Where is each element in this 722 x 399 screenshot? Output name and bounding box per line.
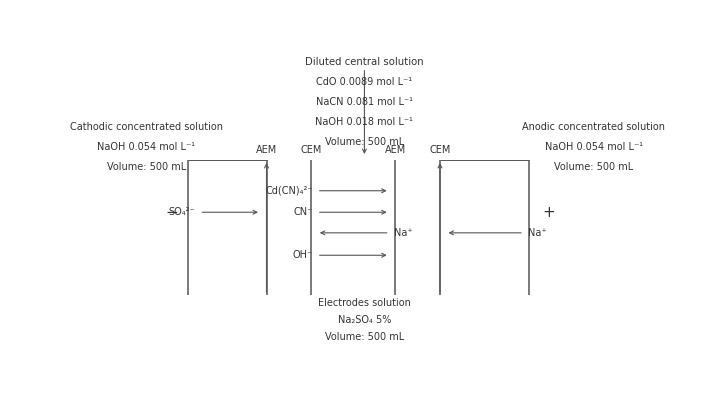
- Text: Volume: 500 mL: Volume: 500 mL: [107, 162, 186, 172]
- Text: NaOH 0.018 mol L⁻¹: NaOH 0.018 mol L⁻¹: [316, 117, 414, 127]
- Text: CdO 0.0089 mol L⁻¹: CdO 0.0089 mol L⁻¹: [316, 77, 412, 87]
- Text: NaOH 0.054 mol L⁻¹: NaOH 0.054 mol L⁻¹: [545, 142, 643, 152]
- Text: Na⁺: Na⁺: [528, 228, 547, 238]
- Text: Cd(CN)₄²⁻: Cd(CN)₄²⁻: [266, 186, 313, 196]
- Text: Electrodes solution: Electrodes solution: [318, 298, 411, 308]
- Text: Volume: 500 mL: Volume: 500 mL: [554, 162, 633, 172]
- Text: NaCN 0.081 mol L⁻¹: NaCN 0.081 mol L⁻¹: [316, 97, 413, 107]
- Text: CEM: CEM: [430, 145, 451, 155]
- Text: Volume: 500 mL: Volume: 500 mL: [325, 332, 404, 342]
- Text: Na⁺: Na⁺: [393, 228, 412, 238]
- Text: +: +: [543, 205, 555, 220]
- Text: NaOH 0.054 mol L⁻¹: NaOH 0.054 mol L⁻¹: [97, 142, 195, 152]
- Text: OH⁻: OH⁻: [293, 250, 313, 260]
- Text: Cathodic concentrated solution: Cathodic concentrated solution: [70, 122, 222, 132]
- Text: CEM: CEM: [300, 145, 322, 155]
- Text: CN⁻: CN⁻: [294, 207, 313, 217]
- Text: −: −: [165, 205, 178, 220]
- Text: SO₄²⁻: SO₄²⁻: [169, 207, 196, 217]
- Text: Na₂SO₄ 5%: Na₂SO₄ 5%: [338, 315, 391, 325]
- Text: AEM: AEM: [385, 145, 406, 155]
- Text: Volume: 500 mL: Volume: 500 mL: [325, 137, 404, 147]
- Text: AEM: AEM: [256, 145, 277, 155]
- Text: Anodic concentrated solution: Anodic concentrated solution: [522, 122, 666, 132]
- Text: Diluted central solution: Diluted central solution: [305, 57, 424, 67]
